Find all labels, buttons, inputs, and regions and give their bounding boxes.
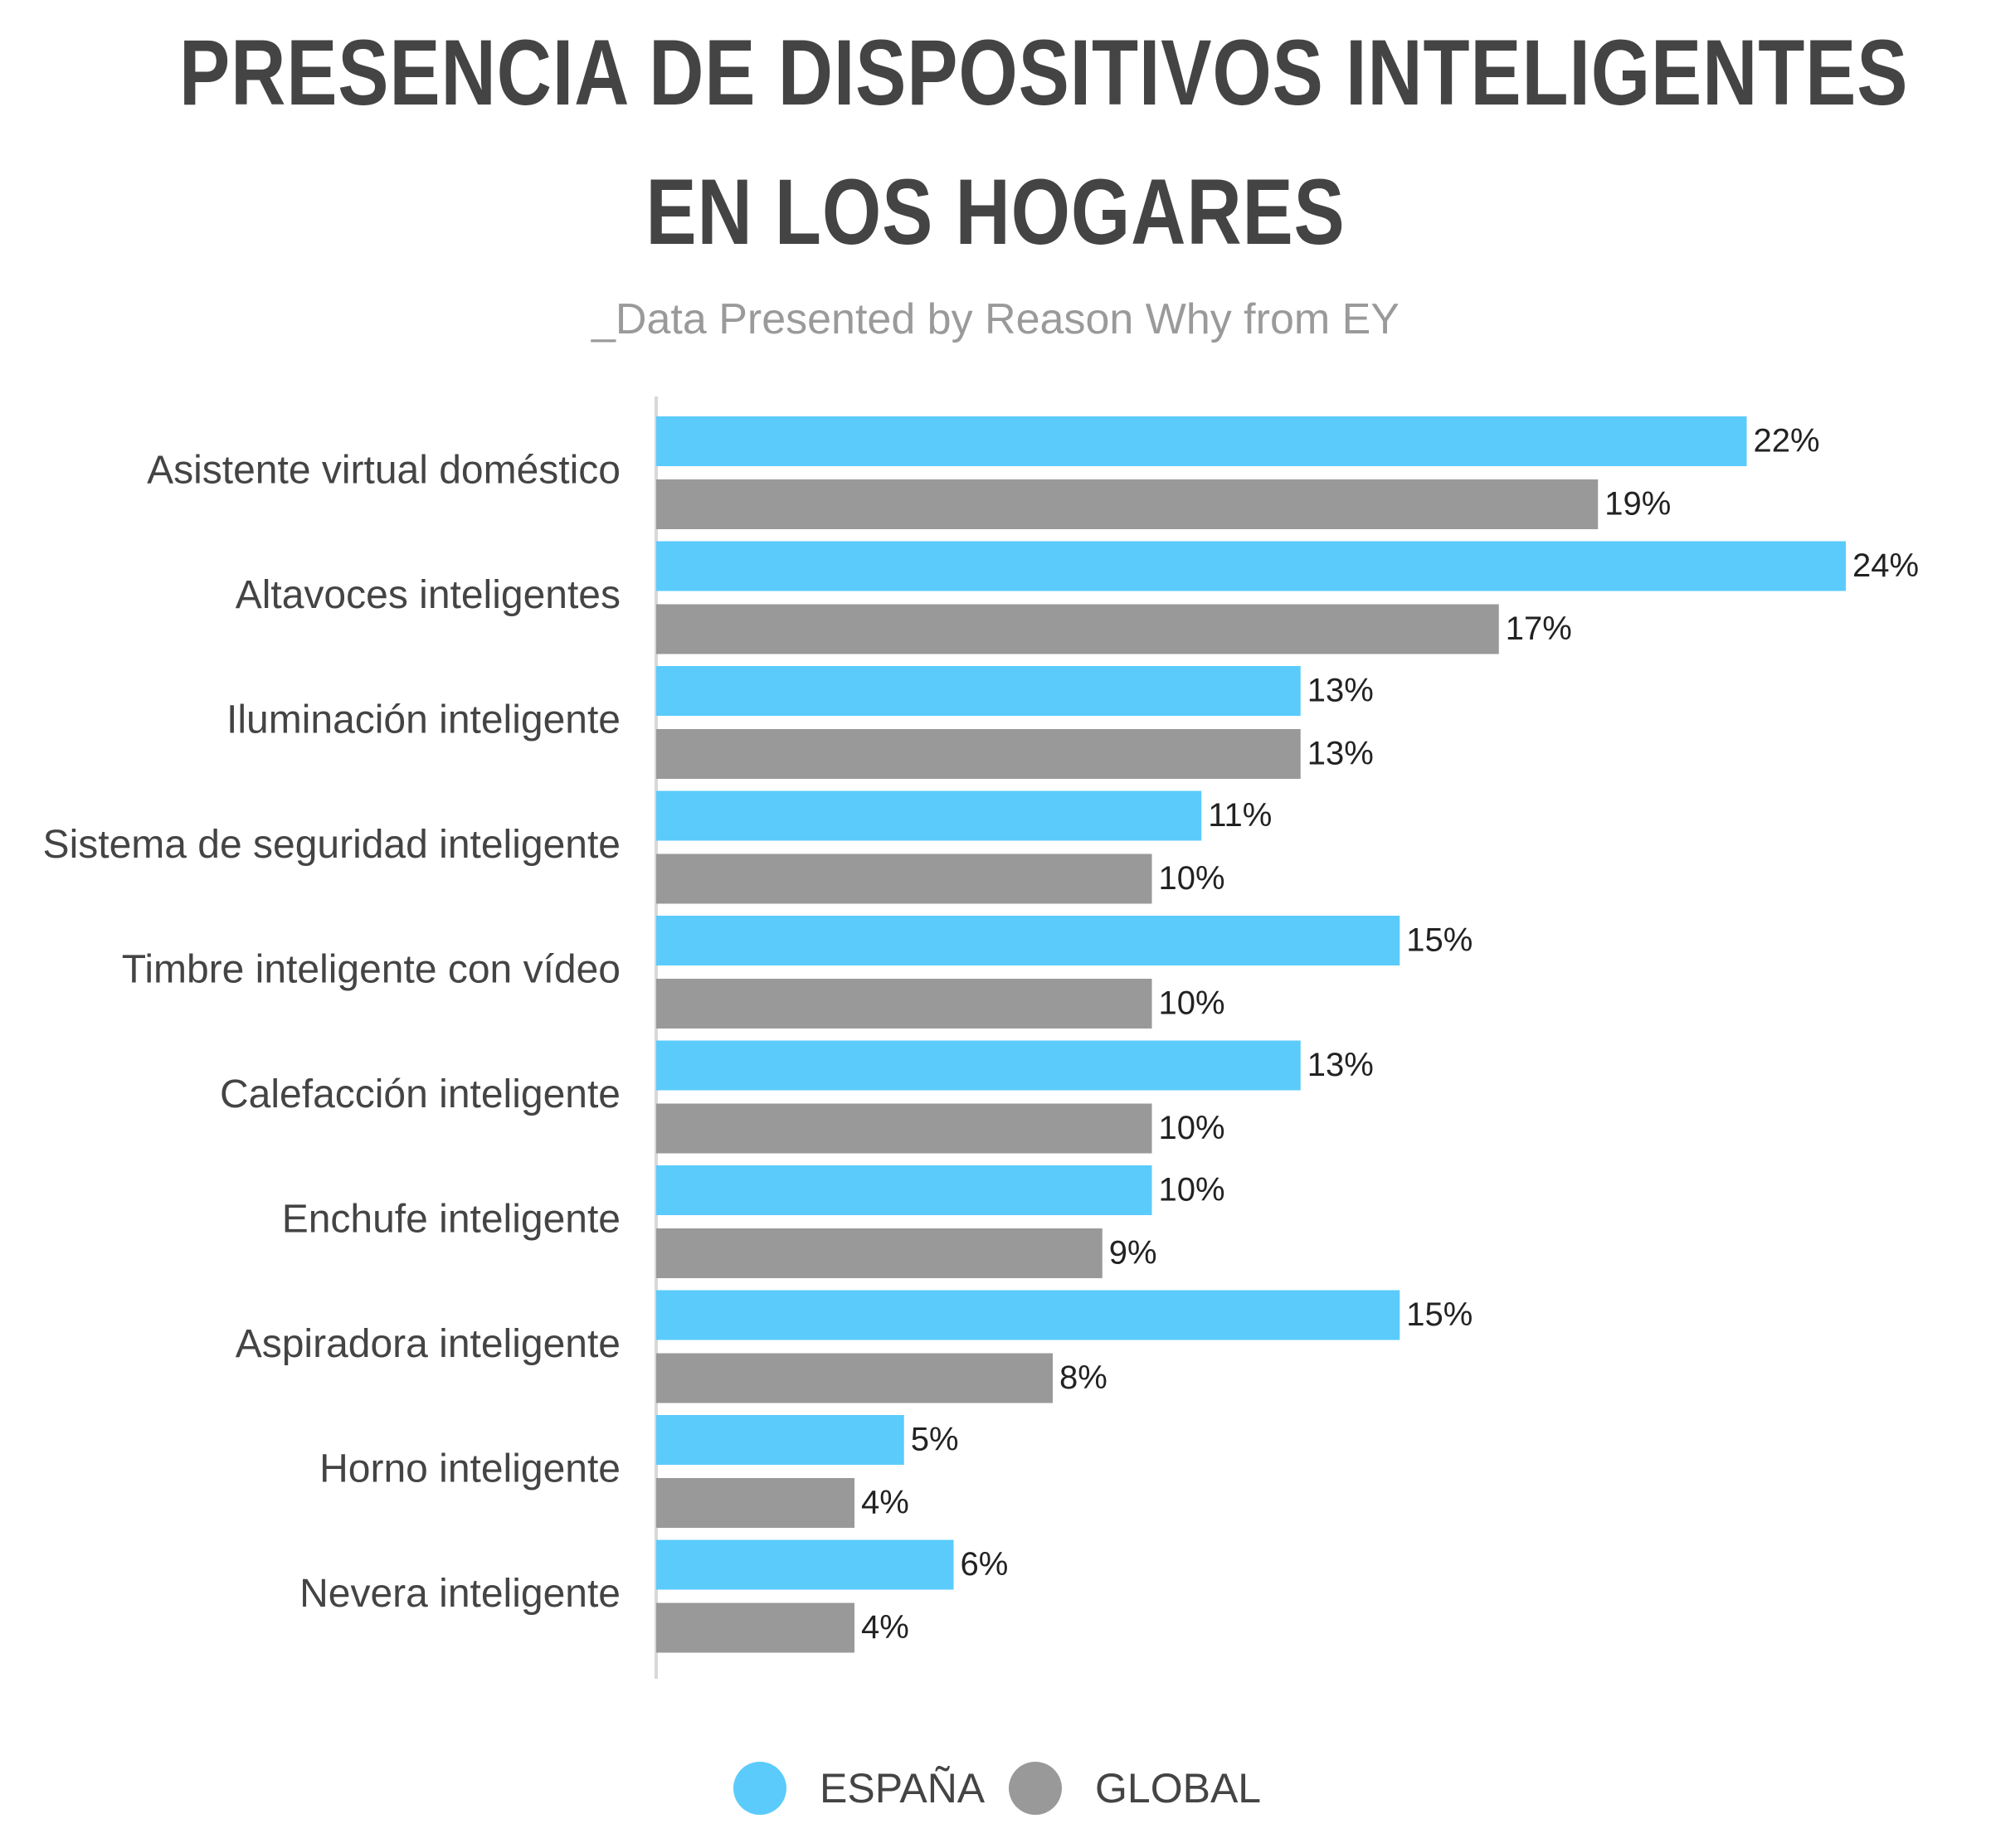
category-label: Sistema de seguridad inteligente: [43, 823, 621, 867]
bar-global: [656, 1103, 1152, 1154]
bar-chart: Asistente virtual doméstico 22% 19% Altavoc…: [43, 396, 1919, 1679]
bar-espana: [656, 416, 1747, 466]
chart-title-line-2: EN LOS HOGARES: [645, 160, 1346, 264]
bar-global: [656, 1228, 1103, 1278]
data-label-global: 10%: [1159, 860, 1225, 897]
bar-global: [656, 1478, 854, 1528]
bar-global: [656, 604, 1499, 654]
bar-global: [656, 1353, 1053, 1403]
chart-legend: ESPAÑA GLOBAL: [0, 1752, 1991, 1826]
bar-global: [656, 979, 1152, 1029]
category-label: Iluminación inteligente: [226, 698, 621, 742]
legend-swatch-espana: [733, 1762, 786, 1815]
legend-label-global: GLOBAL: [1095, 1765, 1262, 1812]
bar-espana: [656, 541, 1846, 591]
data-label-global: 17%: [1506, 610, 1572, 647]
category-label: Asistente virtual doméstico: [147, 449, 621, 493]
category-label: Timbre inteligente con vídeo: [122, 948, 621, 992]
data-label-espana: 15%: [1406, 922, 1473, 959]
data-label-espana: 6%: [961, 1546, 1009, 1583]
bar-espana: [656, 1040, 1301, 1091]
category-label: Enchufe inteligente: [282, 1198, 621, 1242]
data-label-global: 10%: [1159, 985, 1225, 1022]
bar-global: [656, 479, 1599, 529]
bar-espana: [656, 1290, 1400, 1340]
bar-global: [656, 853, 1152, 904]
data-label-global: 9%: [1109, 1235, 1157, 1272]
bar-global: [656, 729, 1301, 779]
category-label: Aspiradora inteligente: [236, 1322, 621, 1366]
bar-espana: [656, 790, 1202, 841]
data-label-global: 8%: [1059, 1359, 1107, 1396]
chart-subtitle: _Data Presented by Reason Why from EY: [591, 295, 1400, 343]
bar-espana: [656, 1165, 1152, 1215]
data-label-espana: 15%: [1406, 1296, 1473, 1333]
data-label-espana: 10%: [1159, 1172, 1225, 1208]
data-label-espana: 22%: [1754, 423, 1820, 460]
data-label-global: 13%: [1307, 736, 1374, 772]
category-label: Calefacción inteligente: [220, 1072, 621, 1116]
data-label-global: 4%: [861, 1609, 909, 1646]
data-label-espana: 24%: [1852, 547, 1919, 584]
data-label-espana: 13%: [1307, 673, 1374, 709]
data-label-espana: 13%: [1307, 1047, 1374, 1083]
data-label-global: 4%: [861, 1485, 909, 1521]
data-label-global: 19%: [1604, 486, 1671, 523]
bar-espana: [656, 1539, 954, 1590]
bar-espana: [656, 916, 1400, 965]
bar-global: [656, 1602, 854, 1653]
data-label-espana: 5%: [911, 1422, 959, 1458]
legend-swatch-global: [1009, 1762, 1062, 1815]
legend-label-espana: ESPAÑA: [820, 1765, 986, 1812]
chart-title-line-1: PRESENCIA DE DISPOSITIVOS INTELIGENTES: [179, 21, 1909, 124]
category-label: Nevera inteligente: [299, 1572, 621, 1616]
category-label: Horno inteligente: [319, 1447, 621, 1491]
category-label: Altavoces inteligentes: [236, 573, 621, 617]
data-label-global: 10%: [1159, 1110, 1225, 1146]
bar-espana: [656, 666, 1301, 716]
data-label-espana: 11%: [1208, 797, 1272, 834]
bar-espana: [656, 1415, 904, 1465]
